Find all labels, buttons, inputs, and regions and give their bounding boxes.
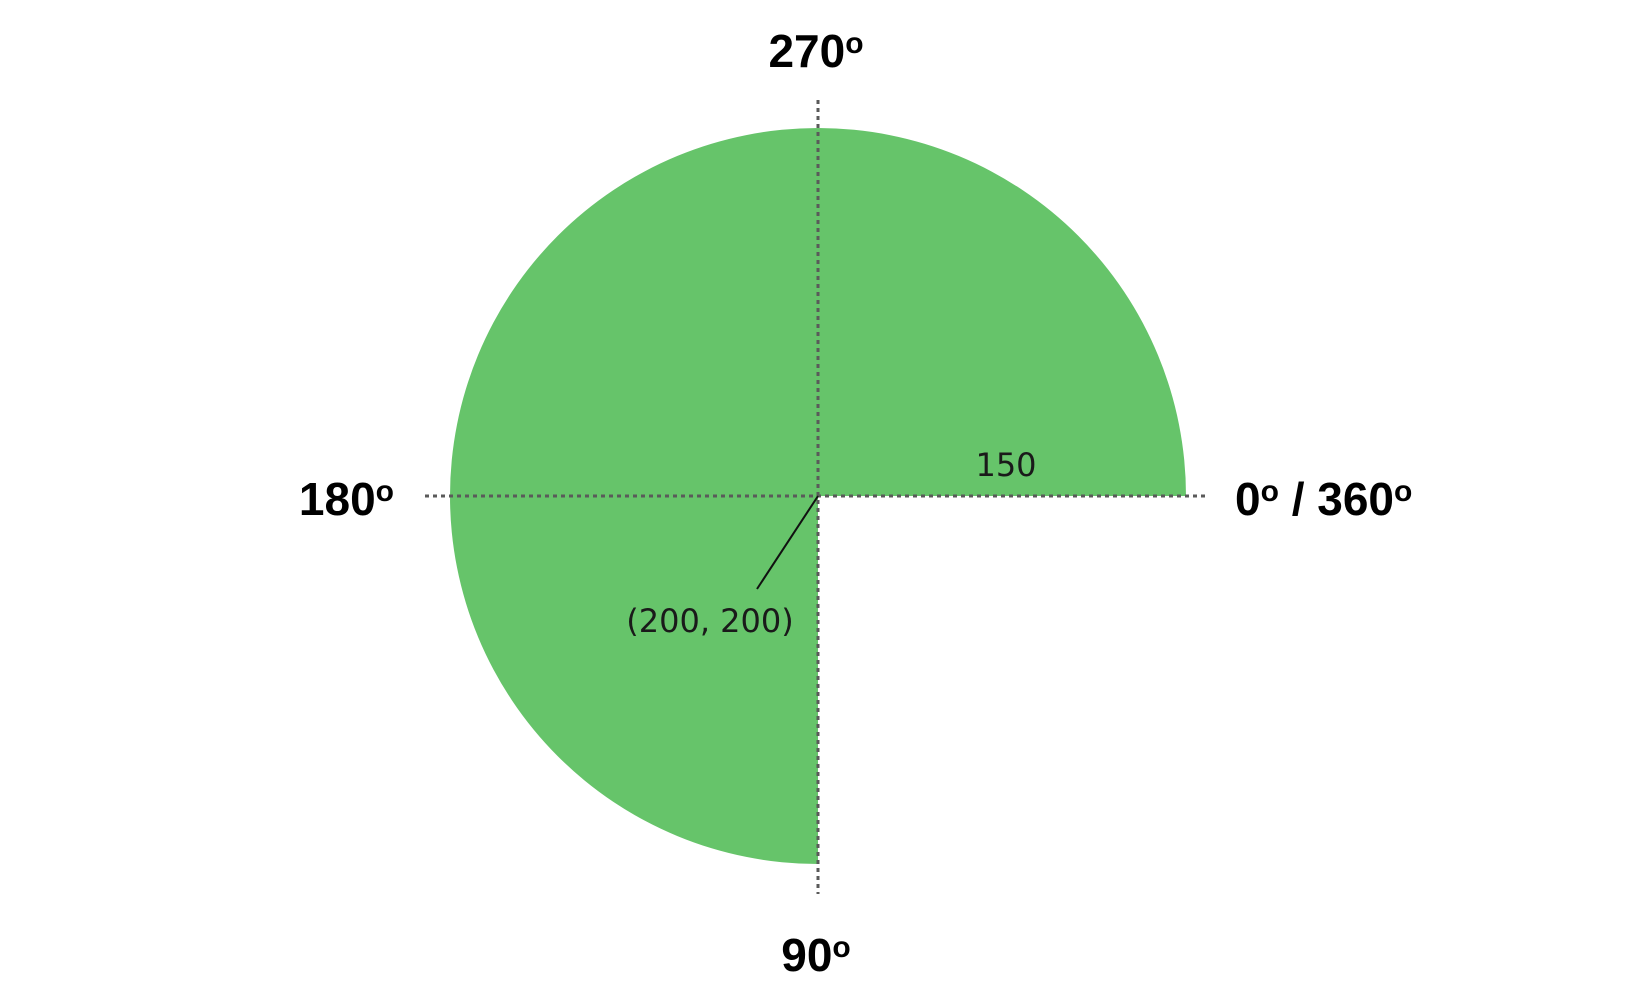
degree-symbol: o (376, 475, 394, 508)
angle-360-value: 360 (1317, 473, 1394, 525)
degree-symbol: o (1261, 475, 1279, 508)
degree-symbol: o (832, 931, 850, 964)
radius-label: 150 (975, 446, 1036, 484)
degree-symbol: o (1394, 475, 1412, 508)
degree-symbol: o (845, 27, 863, 60)
center-coordinate-label: (200, 200) (626, 602, 793, 640)
angle-180-value: 180 (299, 473, 376, 525)
angle-label-180: 180o (299, 473, 394, 525)
angle-90-value: 90 (781, 929, 832, 981)
angle-separator: / (1279, 473, 1317, 525)
angle-270-value: 270 (768, 25, 845, 77)
center-pointer-line (756, 495, 819, 590)
angle-label-270: 270o (768, 25, 863, 77)
angle-0-value: 0 (1235, 473, 1261, 525)
angle-label-0-360: 0o / 360o (1235, 473, 1412, 525)
angle-label-90: 90o (781, 929, 851, 981)
